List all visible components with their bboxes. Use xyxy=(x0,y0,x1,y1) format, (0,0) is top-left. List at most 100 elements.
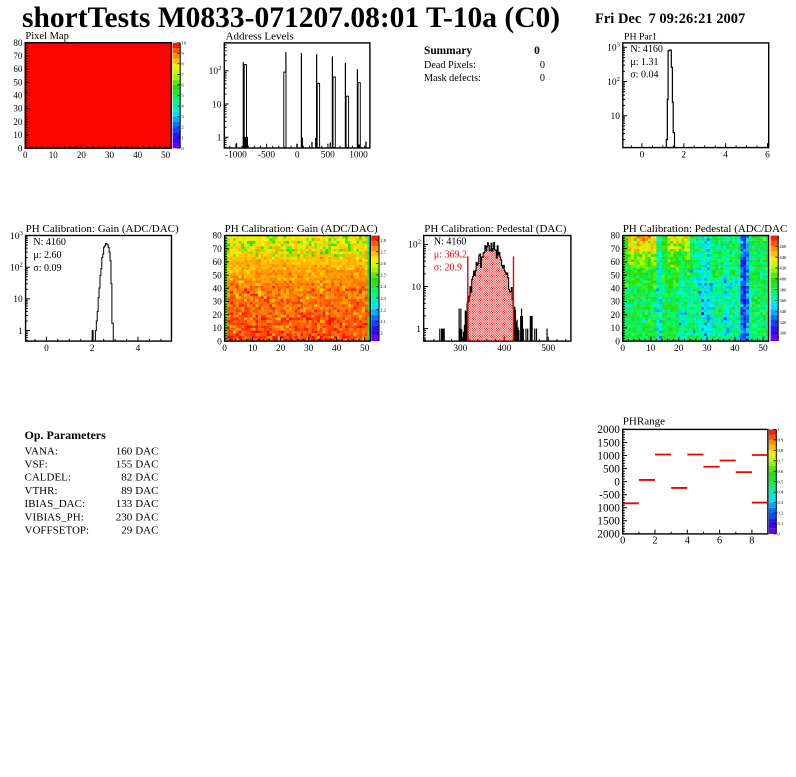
svg-text:5: 5 xyxy=(181,93,184,98)
svg-text:500: 500 xyxy=(321,151,335,161)
svg-text:10: 10 xyxy=(611,324,621,334)
svg-text:103: 103 xyxy=(10,230,24,242)
svg-text:σ: 0.04: σ: 0.04 xyxy=(630,70,658,81)
svg-text:σ: 20.9: σ: 20.9 xyxy=(434,263,462,274)
svg-text:10: 10 xyxy=(49,150,59,160)
svg-text:0: 0 xyxy=(620,536,625,547)
svg-text:DAC: DAC xyxy=(135,485,158,497)
svg-text:IBIAS_DAC:: IBIAS_DAC: xyxy=(25,498,86,510)
svg-text:380: 380 xyxy=(779,287,787,292)
svg-text:80: 80 xyxy=(611,232,621,242)
svg-text:320: 320 xyxy=(779,320,787,325)
svg-text:360: 360 xyxy=(779,298,787,303)
svg-text:0: 0 xyxy=(44,344,49,354)
svg-text:DAC: DAC xyxy=(135,511,158,523)
svg-text:2: 2 xyxy=(181,125,184,130)
svg-text:60: 60 xyxy=(611,258,621,268)
svg-text:0: 0 xyxy=(222,344,227,354)
svg-text:DAC: DAC xyxy=(135,472,158,484)
svg-text:60: 60 xyxy=(213,258,223,268)
svg-text:1: 1 xyxy=(217,134,222,144)
svg-text:300: 300 xyxy=(453,344,467,354)
svg-text:1: 1 xyxy=(181,135,184,140)
svg-text:2.6: 2.6 xyxy=(380,261,386,266)
svg-text:PH Par1: PH Par1 xyxy=(624,32,657,43)
svg-text:DAC: DAC xyxy=(135,498,158,510)
svg-text:30: 30 xyxy=(611,298,621,308)
svg-text:PH Calibration: Pedestal (DAC): PH Calibration: Pedestal (DAC) xyxy=(424,223,566,235)
svg-text:μ: 369.2: μ: 369.2 xyxy=(434,250,467,261)
svg-text:DAC: DAC xyxy=(135,445,158,457)
svg-text:2.8: 2.8 xyxy=(380,238,386,243)
svg-text:1000: 1000 xyxy=(597,450,620,462)
svg-text:Op. Parameters: Op. Parameters xyxy=(25,428,107,442)
svg-text:103: 103 xyxy=(607,42,621,54)
svg-text:50: 50 xyxy=(13,77,23,87)
svg-text:0: 0 xyxy=(540,73,545,84)
svg-text:VOFFSETOP:: VOFFSETOP: xyxy=(25,525,90,537)
svg-text:0.1: 0.1 xyxy=(778,521,784,526)
svg-text:50: 50 xyxy=(161,150,171,160)
svg-text:155: 155 xyxy=(116,459,133,471)
svg-text:0: 0 xyxy=(615,337,620,347)
svg-text:102: 102 xyxy=(10,262,23,274)
svg-text:10: 10 xyxy=(213,324,223,334)
svg-text:N: 4160: N: 4160 xyxy=(33,237,66,248)
svg-text:0: 0 xyxy=(778,532,781,537)
svg-text:89: 89 xyxy=(121,485,133,497)
svg-text:8: 8 xyxy=(181,61,184,66)
svg-text:340: 340 xyxy=(779,309,787,314)
svg-text:300: 300 xyxy=(779,331,787,336)
svg-text:Fri Dec 7 09:26:21 2007: Fri Dec 7 09:26:21 2007 xyxy=(595,11,745,27)
svg-text:20: 20 xyxy=(213,311,223,321)
svg-text:8: 8 xyxy=(749,536,754,547)
svg-text:CALDEL:: CALDEL: xyxy=(25,472,71,484)
svg-text:133: 133 xyxy=(116,498,133,510)
svg-text:102: 102 xyxy=(607,76,620,88)
svg-text:30: 30 xyxy=(702,344,712,354)
svg-text:20: 20 xyxy=(674,344,684,354)
svg-text:0.9: 0.9 xyxy=(778,437,784,442)
svg-text:PH Calibration: Gain (ADC/DAC): PH Calibration: Gain (ADC/DAC) xyxy=(225,223,378,235)
svg-text:2000: 2000 xyxy=(597,529,620,541)
svg-text:1: 1 xyxy=(18,327,23,337)
svg-text:10: 10 xyxy=(411,283,421,293)
svg-text:N: 4160: N: 4160 xyxy=(434,237,467,248)
svg-text:VIBIAS_PH:: VIBIAS_PH: xyxy=(25,511,84,523)
svg-text:7: 7 xyxy=(181,72,184,77)
svg-text:4: 4 xyxy=(136,344,141,354)
svg-text:0: 0 xyxy=(18,143,23,153)
svg-text:20: 20 xyxy=(77,150,87,160)
svg-text:0: 0 xyxy=(295,151,300,161)
svg-text:50: 50 xyxy=(360,344,370,354)
svg-text:2.1: 2.1 xyxy=(380,319,386,324)
svg-text:30: 30 xyxy=(13,104,23,114)
svg-text:0: 0 xyxy=(534,45,540,57)
svg-text:VSF:: VSF: xyxy=(25,459,48,471)
svg-text:2: 2 xyxy=(90,344,95,354)
svg-text:2.7: 2.7 xyxy=(380,249,386,254)
svg-text:70: 70 xyxy=(611,245,621,255)
svg-text:4: 4 xyxy=(723,150,728,160)
svg-text:2.3: 2.3 xyxy=(380,296,386,301)
svg-text:Summary: Summary xyxy=(424,45,472,57)
svg-text:0: 0 xyxy=(640,150,645,160)
svg-text:1500: 1500 xyxy=(597,516,620,528)
svg-text:20: 20 xyxy=(611,311,621,321)
svg-text:N: 4160: N: 4160 xyxy=(630,44,663,55)
svg-text:20: 20 xyxy=(13,117,23,127)
svg-text:σ: 0.09: σ: 0.09 xyxy=(33,263,61,274)
svg-text:1000: 1000 xyxy=(349,151,368,161)
svg-text:440: 440 xyxy=(779,255,787,260)
svg-text:80: 80 xyxy=(13,38,23,48)
svg-text:PH Calibration: Pedestal (ADC/: PH Calibration: Pedestal (ADC/DAC xyxy=(623,223,788,235)
svg-text:10: 10 xyxy=(646,344,656,354)
svg-text:0: 0 xyxy=(614,476,620,488)
svg-text:PH Calibration: Gain (ADC/DAC): PH Calibration: Gain (ADC/DAC) xyxy=(26,223,179,235)
svg-text:2.5: 2.5 xyxy=(380,273,386,278)
svg-text:0: 0 xyxy=(23,150,28,160)
svg-text:400: 400 xyxy=(497,344,511,354)
svg-text:6: 6 xyxy=(765,150,770,160)
svg-text:VTHR:: VTHR: xyxy=(25,485,58,497)
svg-text:VANA:: VANA: xyxy=(25,445,58,457)
